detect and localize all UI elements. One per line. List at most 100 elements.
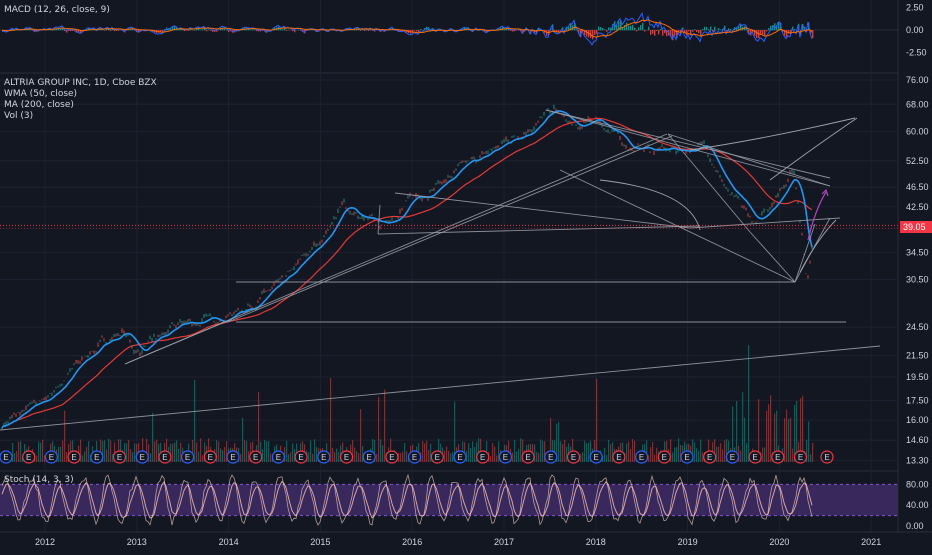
volume-bar	[224, 447, 225, 462]
volume-bar	[698, 451, 699, 462]
earnings-marker[interactable]: E	[23, 451, 35, 463]
earnings-marker[interactable]: E	[91, 451, 103, 463]
earnings-marker[interactable]: E	[772, 451, 784, 463]
earnings-marker[interactable]: E	[182, 451, 194, 463]
macd-histogram-bar	[650, 30, 651, 35]
earnings-marker[interactable]: E	[136, 451, 148, 463]
volume-bar	[542, 441, 543, 462]
volume-bar	[132, 452, 133, 462]
earnings-marker[interactable]: E	[114, 451, 126, 463]
volume-bar	[332, 448, 333, 462]
volume-bar	[538, 453, 539, 462]
volume-study-label[interactable]: Vol (3)	[4, 111, 33, 121]
earnings-marker[interactable]: E	[636, 451, 648, 463]
volume-bar	[424, 443, 425, 462]
macd-histogram-bar	[110, 30, 111, 31]
volume-bar	[108, 439, 109, 462]
time-axis-tick: 2017	[494, 537, 514, 547]
volume-bar	[702, 452, 703, 462]
earnings-marker[interactable]: E	[318, 451, 330, 463]
volume-bar	[468, 443, 469, 462]
earnings-marker[interactable]: E	[159, 451, 171, 463]
stoch-study-label[interactable]: Stoch (14, 3, 3)	[4, 475, 74, 485]
last-price-tag: 39.05	[900, 221, 932, 233]
earnings-marker[interactable]: E	[658, 451, 670, 463]
macd-histogram-bar	[592, 30, 593, 39]
earnings-marker-letter: E	[230, 453, 235, 462]
volume-bar	[724, 440, 725, 462]
macd-histogram-bar	[708, 29, 709, 30]
earnings-marker[interactable]: E	[272, 451, 284, 463]
earnings-marker[interactable]: E	[499, 451, 511, 463]
earnings-marker-upcoming[interactable]: E	[821, 451, 833, 463]
earnings-marker[interactable]: E	[749, 451, 761, 463]
earnings-marker[interactable]: E	[477, 451, 489, 463]
volume-bar	[472, 441, 473, 462]
earnings-marker[interactable]: E	[68, 451, 80, 463]
earnings-marker[interactable]: E	[295, 451, 307, 463]
volume-bar	[656, 448, 657, 462]
earnings-marker-letter: E	[435, 453, 440, 462]
price-axis-tick: 21.50	[906, 351, 929, 361]
earnings-marker[interactable]: E	[704, 451, 716, 463]
earnings-marker[interactable]: E	[45, 451, 57, 463]
earnings-marker[interactable]: E	[568, 451, 580, 463]
earnings-marker-letter: E	[730, 453, 735, 462]
macd-histogram-bar	[210, 30, 211, 31]
time-axis-tick: 2019	[678, 537, 698, 547]
earnings-marker[interactable]: E	[726, 451, 738, 463]
volume-bar	[676, 447, 677, 462]
price-axis-tick: 76.00	[906, 75, 929, 85]
macd-histogram-bar	[224, 29, 225, 31]
earnings-marker[interactable]: E	[227, 451, 239, 463]
volume-bar	[38, 441, 39, 462]
macd-histogram-bar	[250, 30, 251, 31]
macd-histogram-bar	[554, 30, 555, 31]
earnings-marker[interactable]: E	[409, 451, 421, 463]
time-axis-tick: 2013	[127, 537, 147, 547]
macd-histogram-bar	[630, 26, 631, 31]
wma-study-label[interactable]: WMA (50, close)	[4, 89, 77, 99]
volume-bar	[312, 454, 313, 462]
earnings-marker[interactable]: E	[250, 451, 262, 463]
earnings-marker-letter: E	[503, 453, 508, 462]
earnings-marker[interactable]: E	[341, 451, 353, 463]
earnings-marker-letter: E	[162, 453, 167, 462]
earnings-marker-letter: E	[367, 453, 372, 462]
earnings-marker-letter: E	[26, 453, 31, 462]
earnings-marker[interactable]: E	[386, 451, 398, 463]
earnings-marker-letter: E	[71, 453, 76, 462]
earnings-marker[interactable]: E	[613, 451, 625, 463]
volume-bar	[110, 441, 111, 462]
volume-bar	[334, 452, 335, 462]
macd-histogram-bar	[636, 30, 637, 31]
earnings-marker[interactable]: E	[204, 451, 216, 463]
volume-bar	[580, 454, 581, 462]
earnings-marker[interactable]: E	[363, 451, 375, 463]
volume-bar	[596, 379, 597, 462]
ma-study-label[interactable]: MA (200, close)	[4, 100, 74, 110]
earnings-marker[interactable]: E	[454, 451, 466, 463]
earnings-marker[interactable]: E	[431, 451, 443, 463]
earnings-marker[interactable]: E	[522, 451, 534, 463]
volume-bar	[130, 449, 131, 462]
macd-axis-tick: 2.50	[906, 3, 924, 13]
macd-histogram-bar	[756, 30, 757, 38]
earnings-marker[interactable]: E	[0, 451, 12, 463]
earnings-marker[interactable]: E	[681, 451, 693, 463]
earnings-marker-letter: E	[775, 453, 780, 462]
macd-histogram-bar	[254, 30, 255, 31]
volume-bar	[240, 454, 241, 462]
earnings-marker[interactable]: E	[795, 451, 807, 463]
volume-bar	[194, 380, 195, 462]
volume-bar	[516, 452, 517, 462]
earnings-marker[interactable]: E	[590, 451, 602, 463]
price-axis-tick: 13.30	[906, 456, 929, 466]
macd-histogram-bar	[206, 30, 207, 31]
macd-histogram-bar	[284, 28, 285, 30]
macd-study-label[interactable]: MACD (12, 26, close, 9)	[4, 5, 110, 15]
time-axis-tick: 2020	[769, 537, 789, 547]
earnings-marker[interactable]: E	[545, 451, 557, 463]
volume-bar	[588, 443, 589, 462]
